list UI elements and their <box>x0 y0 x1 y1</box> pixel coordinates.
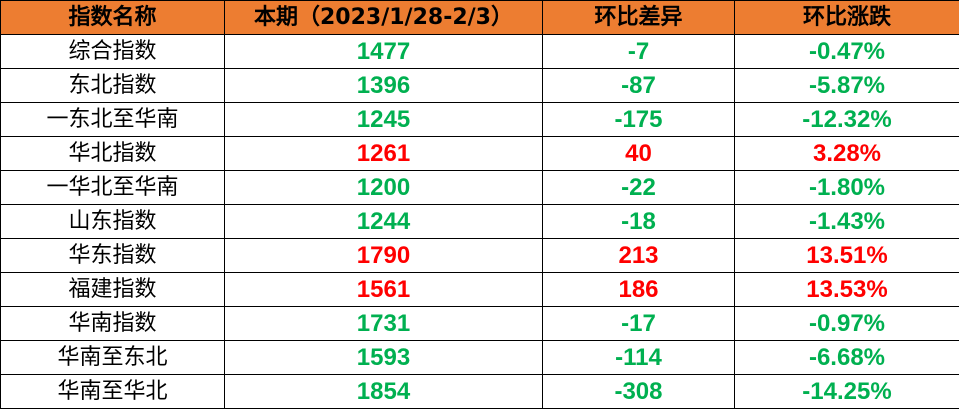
table-row: 华南至东北 1593 -114 -6.68% <box>0 340 959 375</box>
index-name: 华南至东北 <box>0 340 225 375</box>
table-row: 一华北至华南 1200 -22 -1.80% <box>0 170 959 205</box>
table-row: 华南至华北 1854 -308 -14.25% <box>0 374 959 409</box>
diff-value: -17 <box>542 306 735 341</box>
current-value: 1245 <box>224 102 543 137</box>
header-diff: 环比差异 <box>542 0 735 35</box>
table-row: 华南指数 1731 -17 -0.97% <box>0 306 959 341</box>
current-value: 1244 <box>224 204 543 239</box>
header-index-name: 指数名称 <box>0 0 225 35</box>
pct-change: -12.32% <box>734 102 959 137</box>
diff-value: -18 <box>542 204 735 239</box>
current-value: 1731 <box>224 306 543 341</box>
current-value: 1477 <box>224 34 543 69</box>
current-value: 1561 <box>224 272 543 307</box>
table-row: 一东北至华南 1245 -175 -12.32% <box>0 102 959 137</box>
diff-value: 186 <box>542 272 735 307</box>
table-row: 东北指数 1396 -87 -5.87% <box>0 68 959 103</box>
pct-change: -0.47% <box>734 34 959 69</box>
table-row: 华北指数 1261 40 3.28% <box>0 136 959 171</box>
diff-value: 40 <box>542 136 735 171</box>
current-value: 1790 <box>224 238 543 273</box>
pct-change: -1.43% <box>734 204 959 239</box>
pct-change: -0.97% <box>734 306 959 341</box>
pct-change: 13.51% <box>734 238 959 273</box>
index-name: 华南指数 <box>0 306 225 341</box>
pct-change: -5.87% <box>734 68 959 103</box>
header-current-period: 本期（2023/1/28-2/3） <box>224 0 543 35</box>
index-name: 华南至华北 <box>0 374 225 409</box>
diff-value: -22 <box>542 170 735 205</box>
current-value: 1200 <box>224 170 543 205</box>
pct-change: -1.80% <box>734 170 959 205</box>
header-pct-change: 环比涨跌 <box>734 0 959 35</box>
current-value: 1593 <box>224 340 543 375</box>
table-row: 山东指数 1244 -18 -1.43% <box>0 204 959 239</box>
diff-value: -114 <box>542 340 735 375</box>
diff-value: -87 <box>542 68 735 103</box>
current-value: 1854 <box>224 374 543 409</box>
table-row: 福建指数 1561 186 13.53% <box>0 272 959 307</box>
diff-value: 213 <box>542 238 735 273</box>
index-name: 一华北至华南 <box>0 170 225 205</box>
index-name: 华北指数 <box>0 136 225 171</box>
index-name: 综合指数 <box>0 34 225 69</box>
table-row: 综合指数 1477 -7 -0.47% <box>0 34 959 69</box>
diff-value: -308 <box>542 374 735 409</box>
pct-change: 3.28% <box>734 136 959 171</box>
index-name: 华东指数 <box>0 238 225 273</box>
table-row: 华东指数 1790 213 13.51% <box>0 238 959 273</box>
diff-value: -7 <box>542 34 735 69</box>
header-row: 指数名称 本期（2023/1/28-2/3） 环比差异 环比涨跌 <box>0 0 959 35</box>
current-value: 1261 <box>224 136 543 171</box>
index-name: 山东指数 <box>0 204 225 239</box>
pct-change: -6.68% <box>734 340 959 375</box>
diff-value: -175 <box>542 102 735 137</box>
current-value: 1396 <box>224 68 543 103</box>
pct-change: 13.53% <box>734 272 959 307</box>
index-name: 东北指数 <box>0 68 225 103</box>
pct-change: -14.25% <box>734 374 959 409</box>
index-name: 一东北至华南 <box>0 102 225 137</box>
index-name: 福建指数 <box>0 272 225 307</box>
